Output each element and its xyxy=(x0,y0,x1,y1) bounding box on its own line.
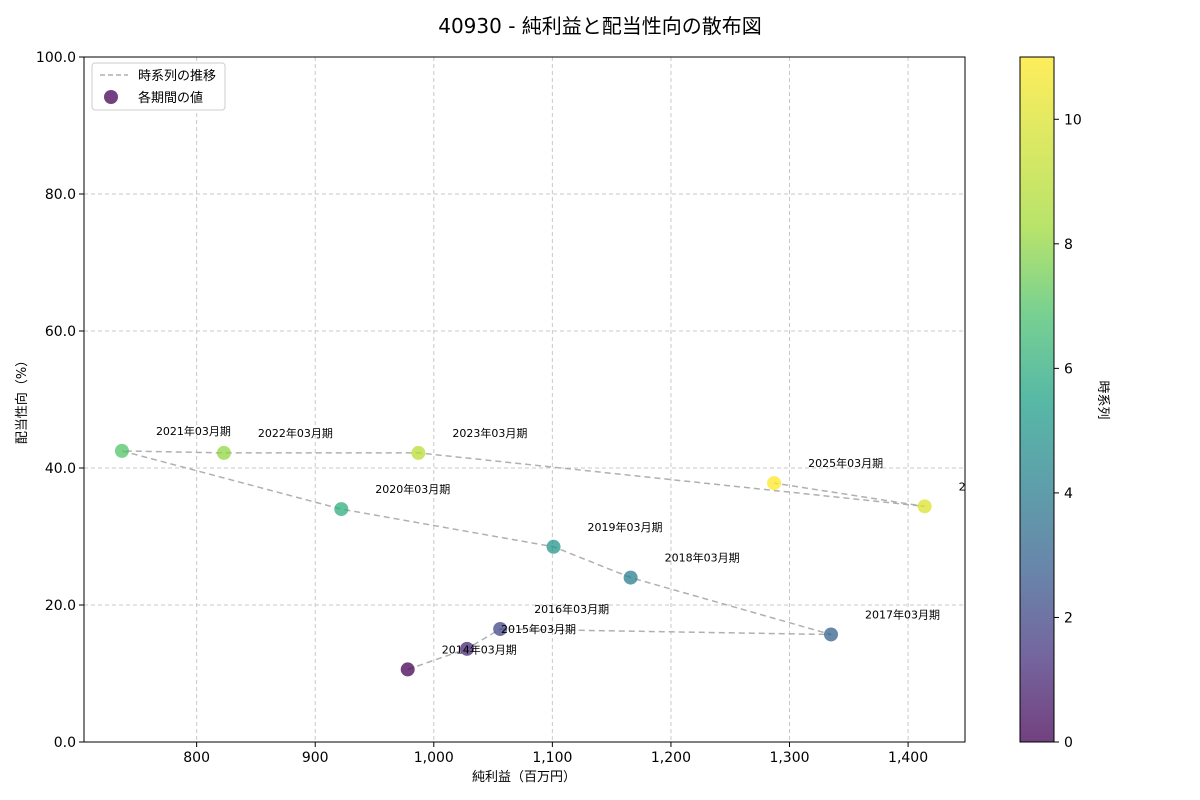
point-label: 2024年03月期 xyxy=(959,479,1034,493)
colorbar-tick-label: 4 xyxy=(1064,486,1073,502)
x-tick-label: 1,300 xyxy=(769,750,809,766)
point-label: 2019年03月期 xyxy=(588,520,663,534)
x-tick-label: 900 xyxy=(302,750,329,766)
y-tick-label: 0.0 xyxy=(54,735,76,751)
point-label: 2020年03月期 xyxy=(375,482,450,496)
colorbar-tick-label: 0 xyxy=(1064,735,1073,751)
y-tick-label: 40.0 xyxy=(45,461,76,477)
point-label: 2016年03月期 xyxy=(534,602,609,616)
data-point xyxy=(767,476,782,491)
legend: 時系列の推移 各期間の値 xyxy=(91,62,226,111)
data-point xyxy=(493,621,508,636)
trend-line-group xyxy=(121,450,925,671)
data-point xyxy=(824,627,839,642)
data-point xyxy=(546,539,561,554)
legend-label-line: 時系列の推移 xyxy=(138,69,216,84)
point-label: 2014年03月期 xyxy=(442,642,517,656)
data-point xyxy=(334,502,349,517)
y-axis: 0.0 20.0 40.0 60.0 80.0 100.0 xyxy=(36,50,84,751)
x-axis: 800 900 1,000 1,100 1,200 1,300 1,400 xyxy=(183,742,928,766)
point-label: 2021年03月期 xyxy=(156,424,231,438)
data-point xyxy=(400,662,415,677)
colorbar-tick-label: 8 xyxy=(1064,237,1073,253)
y-tick-label: 100.0 xyxy=(36,50,76,66)
data-point xyxy=(411,445,426,460)
colorbar: 0 2 4 6 8 10 時系列 xyxy=(1019,56,1110,751)
point-labels-group: 2014年03月期 2015年03月期 2016年03月期 2017年03月期 2018… xyxy=(156,424,1034,657)
y-tick-label: 20.0 xyxy=(45,598,76,614)
legend-label-marker: 各期間の値 xyxy=(138,90,203,106)
x-tick-label: 1,000 xyxy=(414,750,454,766)
point-label: 2022年03月期 xyxy=(258,426,333,440)
y-axis-label: 配当性向（%） xyxy=(14,354,30,444)
colorbar-ticks: 0 2 4 6 8 10 xyxy=(1054,112,1082,751)
point-label: 2015年03月期 xyxy=(501,622,576,636)
points-group xyxy=(114,443,932,677)
x-tick-label: 800 xyxy=(183,750,210,766)
x-axis-label: 純利益（百万円） xyxy=(472,770,576,785)
point-label: 2018年03月期 xyxy=(665,551,740,565)
data-point xyxy=(459,641,474,656)
plot-frame xyxy=(83,56,966,743)
point-label: 2023年03月期 xyxy=(452,426,527,440)
colorbar-tick-label: 6 xyxy=(1064,361,1073,377)
data-point xyxy=(623,570,638,585)
point-label: 2017年03月期 xyxy=(865,607,940,621)
point-label: 2025年03月期 xyxy=(808,456,883,470)
colorbar-label: 時系列 xyxy=(1095,380,1110,419)
grid-lines xyxy=(84,57,965,742)
legend-marker-swatch xyxy=(104,90,118,104)
y-tick-label: 60.0 xyxy=(45,324,76,340)
trend-line xyxy=(121,450,925,671)
colorbar-gradient xyxy=(1019,56,1055,743)
colorbar-tick-label: 2 xyxy=(1064,610,1073,626)
chart-title: 40930 - 純利益と配当性向の散布図 xyxy=(438,14,762,38)
x-tick-label: 1,200 xyxy=(651,750,691,766)
x-tick-label: 1,100 xyxy=(532,750,572,766)
data-point xyxy=(114,443,129,458)
x-tick-label: 1,400 xyxy=(888,750,928,766)
data-point xyxy=(216,445,231,460)
colorbar-tick-label: 10 xyxy=(1064,112,1082,128)
data-point xyxy=(917,499,932,514)
y-tick-label: 80.0 xyxy=(45,187,76,203)
